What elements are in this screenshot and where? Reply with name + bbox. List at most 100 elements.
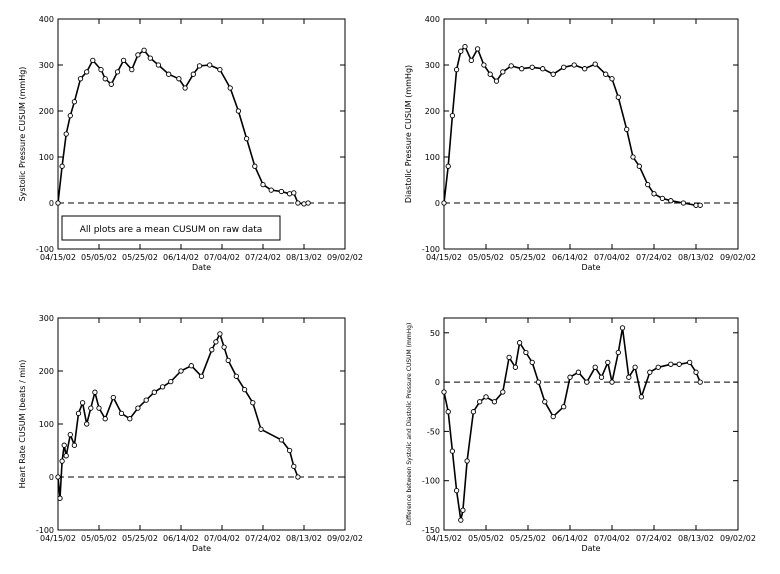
data-point	[550, 71, 556, 77]
x-axis-label: Date	[581, 263, 600, 272]
x-tick-label: 05/25/02	[510, 534, 546, 543]
x-tick-label: 05/05/02	[81, 253, 117, 262]
data-point	[71, 99, 78, 105]
y-tick-label: 0	[49, 199, 54, 208]
data-point	[508, 63, 514, 69]
y-tick-label: -100	[422, 245, 440, 254]
data-point	[217, 331, 223, 337]
data-point	[102, 76, 108, 82]
panel-difference: -150 -100 -50 0 50 04/15/02 05/05/02 05/25/02 06…	[406, 317, 756, 553]
x-tick-label: 08/13/02	[678, 253, 714, 262]
data-point	[55, 200, 61, 206]
data-point	[542, 399, 548, 405]
x-tick-label: 07/24/02	[636, 534, 672, 543]
panel-systolic: -100 0 100 200 300 400 04/15/02 05/05/02 05/25/0…	[18, 15, 363, 272]
data-point	[636, 163, 642, 169]
data-point	[135, 52, 141, 58]
y-tick-label: 300	[425, 61, 440, 70]
data-point	[512, 364, 519, 370]
data-point	[250, 400, 256, 406]
data-point	[84, 69, 90, 75]
data-point	[129, 66, 135, 73]
data-point	[120, 57, 127, 64]
data-point	[286, 191, 293, 197]
y-tick-label: 100	[39, 420, 54, 429]
data-point	[305, 200, 311, 206]
data-point	[61, 442, 67, 448]
data-point	[190, 71, 196, 77]
series-line	[443, 327, 701, 521]
y-tick-label: -100	[422, 477, 440, 486]
data-point	[55, 474, 61, 480]
data-point	[458, 517, 464, 523]
data-point	[460, 507, 466, 513]
data-point	[127, 416, 133, 422]
data-point	[592, 61, 598, 67]
x-tick-label: 05/05/02	[81, 534, 117, 543]
note-text: All plots are a mean CUSUM on raw data	[80, 225, 263, 235]
data-point	[57, 495, 63, 501]
data-point	[487, 71, 493, 77]
data-point	[687, 359, 693, 366]
data-point	[529, 64, 535, 70]
x-tick-label: 04/15/02	[40, 253, 76, 262]
data-point	[632, 364, 638, 370]
data-point	[615, 94, 621, 100]
data-point	[295, 474, 301, 480]
panel-heart-rate: -100 0 100 200 300 04/15/02 05/05/02 05/25/02 06…	[18, 314, 363, 553]
note-box: All plots are a mean CUSUM on raw data	[61, 215, 281, 241]
data-point	[295, 200, 301, 206]
x-axis-label: Date	[581, 544, 600, 553]
data-point	[500, 389, 506, 395]
data-point	[477, 399, 483, 405]
data-point	[453, 487, 460, 494]
data-point	[693, 369, 699, 375]
y-tick-label: -50	[427, 427, 440, 436]
data-point	[624, 126, 630, 133]
y-tick-label: 300	[39, 61, 54, 70]
x-tick-label: 06/14/02	[163, 253, 199, 262]
data-point	[609, 379, 615, 385]
data-point	[575, 369, 582, 375]
data-point	[168, 378, 174, 385]
y-tick-label: 0	[435, 378, 440, 387]
data-point	[209, 347, 215, 353]
data-point	[96, 405, 102, 411]
data-point	[449, 112, 456, 119]
y-axis-label: Difference between Systolic and Diastoli…	[406, 323, 413, 526]
x-tick-label: 07/04/02	[594, 253, 630, 262]
data-point	[79, 400, 86, 406]
y-tick-label: -150	[422, 526, 440, 535]
data-point	[166, 71, 172, 77]
data-point	[67, 112, 73, 119]
data-point	[260, 181, 266, 188]
series-line	[443, 45, 701, 207]
data-point	[523, 349, 529, 356]
data-point	[441, 200, 447, 206]
data-point	[291, 463, 297, 470]
data-point	[243, 135, 250, 142]
data-point	[235, 108, 242, 114]
x-tick-label: 05/25/02	[510, 253, 546, 262]
data-point	[221, 344, 227, 350]
data-point	[630, 154, 636, 160]
data-point	[151, 389, 157, 395]
y-tick-label: 300	[39, 314, 54, 323]
y-axis-label: Heart Rate CUSUM (beats / min)	[18, 360, 27, 489]
data-point	[481, 62, 487, 68]
data-point	[176, 76, 182, 82]
x-tick-label: 04/15/02	[426, 534, 462, 543]
data-point	[470, 409, 477, 415]
data-point	[676, 361, 682, 367]
y-axis-label: Diastolic Pressure CUSUM (mmHg)	[404, 65, 413, 203]
data-point	[693, 202, 699, 208]
x-tick-label: 04/15/02	[40, 534, 76, 543]
data-point	[540, 66, 546, 72]
x-tick-label: 04/15/02	[426, 253, 462, 262]
x-tick-label: 07/24/02	[636, 253, 672, 262]
data-point	[458, 48, 464, 54]
data-point	[619, 325, 626, 331]
data-point	[252, 163, 258, 169]
data-point	[506, 354, 512, 361]
y-tick-label: 100	[39, 153, 54, 162]
